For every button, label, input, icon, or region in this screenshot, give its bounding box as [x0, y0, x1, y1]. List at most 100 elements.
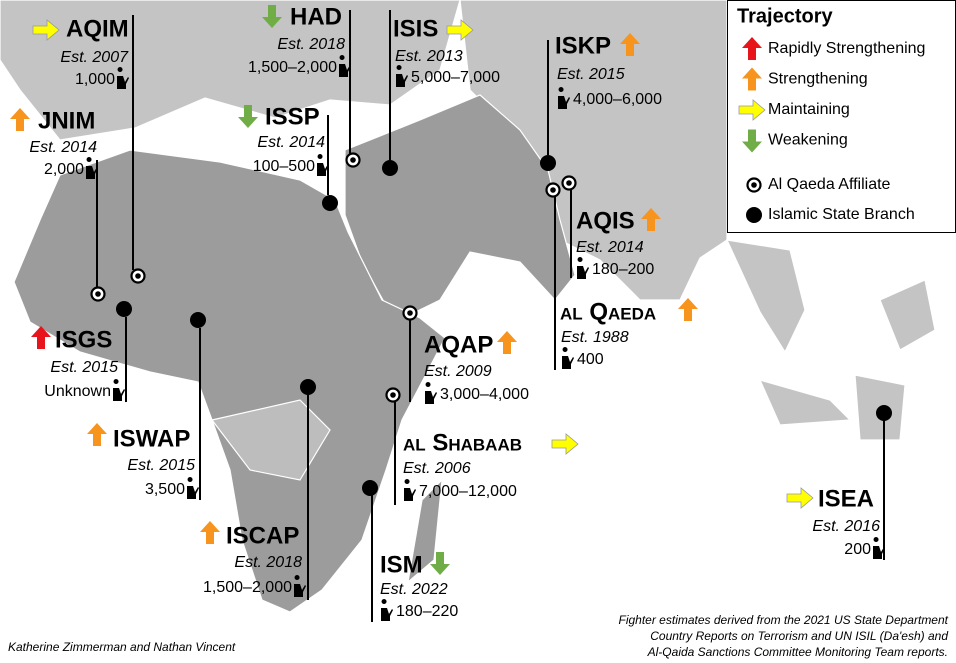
established: Est. 2018 — [277, 36, 345, 53]
group-name: AQAP — [424, 331, 493, 358]
fighter-icon — [294, 575, 306, 597]
group-name: JNIM — [38, 107, 95, 134]
trajectory-arrow — [430, 552, 450, 575]
legend-label: Al Qaeda Affiliate — [768, 176, 891, 193]
trajectory-arrow — [446, 19, 474, 41]
fighters: 1,500–2,000 — [248, 59, 337, 76]
source-note: Al-Qaida Sanctions Committee Monitoring … — [647, 645, 948, 659]
group-name: ISEA — [818, 485, 874, 512]
fighter-icon — [117, 67, 129, 89]
legend-label: Strengthening — [768, 71, 868, 88]
group: HAD Est. 2018 1,500–2,000 — [248, 3, 361, 168]
established: Est. 2015 — [50, 359, 118, 376]
source-note: Fighter estimates derived from the 2021 … — [619, 613, 949, 627]
fighter-icon — [558, 87, 570, 109]
legend-label: Rapidly Strengthening — [768, 40, 925, 57]
branch-marker — [322, 195, 338, 211]
fighters: 180–220 — [396, 603, 458, 620]
fighter-icon — [317, 154, 329, 176]
established: Est. 2014 — [257, 134, 325, 151]
branch-marker — [540, 155, 556, 171]
trajectory-arrow — [738, 99, 766, 121]
established: Est. 2006 — [403, 460, 471, 477]
established: Est. 2022 — [380, 581, 448, 598]
group-name: ISIS — [393, 15, 438, 42]
trajectory-arrow — [200, 521, 220, 544]
group: JNIM Est. 2014 2,000 — [10, 107, 106, 302]
group: al Qaeda Est. 1988 400 — [545, 182, 698, 370]
fighter-icon — [381, 599, 393, 621]
group: ISCAP Est. 2018 1,500–2,000 — [200, 379, 316, 600]
group-name: HAD — [290, 3, 342, 30]
group-name: ISWAP — [113, 425, 190, 452]
group-name: al Shabaab — [403, 429, 522, 456]
fighter-icon — [187, 477, 199, 499]
affiliate-marker-dot — [566, 180, 572, 186]
branch-marker — [190, 312, 206, 328]
trajectory-arrow — [497, 331, 517, 354]
branch-marker — [116, 301, 132, 317]
trajectory-arrow — [641, 208, 661, 231]
legend-box — [727, 0, 956, 233]
fighters: 5,000–7,000 — [411, 69, 500, 86]
group-name: ISCAP — [226, 522, 299, 549]
fighters: 7,000–12,000 — [419, 483, 517, 500]
fighter-icon — [396, 65, 408, 87]
group-name: ISM — [380, 551, 423, 578]
basemap — [0, 0, 936, 613]
group: ISIS Est. 2013 5,000–7,000 — [382, 10, 500, 176]
established: Est. 2013 — [395, 48, 463, 65]
fighter-icon — [577, 257, 589, 279]
affiliate-marker-dot — [350, 157, 356, 163]
group-name: ISKP — [555, 32, 611, 59]
legend: Trajectory Rapidly Strengthening Strength… — [727, 0, 956, 233]
trajectory-arrow — [678, 298, 698, 321]
established: Est. 2014 — [576, 239, 644, 256]
source-note: Country Reports on Terrorism and UN ISIL… — [650, 629, 948, 643]
fighters: Unknown — [44, 383, 111, 400]
branch-marker — [362, 480, 378, 496]
trajectory-arrow — [262, 5, 282, 28]
legend-items: Rapidly Strengthening Strengthening Mainta… — [738, 37, 925, 223]
group: ISKP Est. 2015 4,000–6,000 — [540, 32, 662, 171]
trajectory-arrow — [786, 487, 814, 509]
trajectory-arrow — [87, 423, 107, 446]
trajectory-arrow — [31, 326, 51, 349]
branch-marker — [876, 405, 892, 421]
group: ISM Est. 2022 180–220 — [362, 480, 458, 622]
fighter-icon — [404, 479, 416, 501]
group-name: AQIS — [576, 207, 635, 234]
legend-title: Trajectory — [737, 5, 833, 27]
affiliate-marker-dot — [390, 392, 396, 398]
fighters: 200 — [844, 541, 871, 558]
fighters: 180–200 — [592, 261, 654, 278]
trajectory-arrow — [742, 67, 762, 91]
fighters: 1,500–2,000 — [203, 579, 292, 596]
trajectory-arrow — [742, 129, 762, 153]
affiliate-marker-dot — [550, 187, 556, 193]
trajectory-arrow — [10, 108, 30, 131]
group-name: ISGS — [55, 326, 112, 353]
fighters: 4,000–6,000 — [573, 91, 662, 108]
established: Est. 2016 — [812, 518, 880, 535]
fighter-icon — [339, 55, 351, 77]
established: Est. 2009 — [424, 363, 492, 380]
trajectory-arrow — [32, 19, 60, 41]
legend-label: Weakening — [768, 132, 848, 149]
fighter-icon — [425, 382, 437, 404]
trajectory-arrow — [620, 33, 640, 56]
established: Est. 2014 — [29, 139, 97, 156]
established: Est. 2007 — [60, 49, 129, 66]
established: Est. 2015 — [557, 66, 625, 83]
group: ISGS Est. 2015 Unknown — [31, 301, 132, 402]
fighter-icon — [873, 537, 885, 559]
fighter-icon — [86, 157, 98, 179]
group: ISEA Est. 2016 200 — [786, 405, 892, 560]
established: Est. 1988 — [561, 329, 629, 346]
trajectory-arrow — [742, 37, 762, 60]
group: al Shabaab Est. 2006 7,000–12,000 — [385, 387, 579, 505]
fighters: 100–500 — [253, 158, 315, 175]
fighter-icon — [562, 347, 574, 369]
fighters: 2,000 — [44, 161, 84, 178]
